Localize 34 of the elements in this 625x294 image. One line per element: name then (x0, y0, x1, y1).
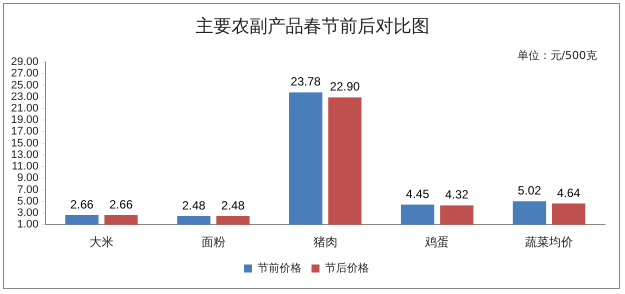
data-label: 2.66 (109, 197, 134, 212)
data-label: 2.66 (70, 197, 94, 212)
y-tick-label: 27.00 (10, 68, 39, 80)
data-label: 5.02 (518, 184, 542, 198)
y-tick-label: 9.00 (17, 172, 39, 184)
legend-label: 节后价格 (325, 262, 369, 275)
data-label: 2.48 (221, 198, 245, 212)
y-tick-label: 21.00 (10, 102, 39, 114)
y-tick-label: 7.00 (17, 184, 39, 196)
chart-title: 主要农副产品春节前后对比图 (194, 15, 430, 38)
y-tick-label: 25.00 (10, 79, 39, 92)
data-label: 22.90 (330, 80, 360, 94)
x-tick-label: 鸡蛋 (424, 235, 450, 250)
y-tick-label: 17.00 (10, 126, 39, 138)
x-tick-label: 蔬菜均价 (525, 235, 574, 250)
x-tick-label: 面粉 (201, 235, 226, 250)
y-tick-label: 3.00 (17, 207, 39, 220)
data-label: 4.45 (406, 186, 430, 201)
x-tick-label: 大米 (89, 235, 114, 250)
data-label: 23.78 (290, 74, 322, 89)
x-tick-label: 猪肉 (313, 235, 338, 250)
y-tick-label: 5.00 (17, 195, 39, 208)
y-tick-label: 15.00 (10, 137, 39, 150)
legend-label: 节前价格 (258, 262, 302, 275)
y-tick-label: 13.00 (10, 148, 39, 161)
y-tick-label: 11.00 (12, 160, 39, 173)
data-label: 2.48 (182, 198, 206, 212)
data-label: 4.64 (556, 186, 581, 200)
y-tick-label: 1.00 (17, 218, 39, 231)
y-tick-label: 23.00 (10, 90, 39, 103)
annotation: 单位：元/500克 (517, 48, 597, 63)
y-tick-label: 19.00 (10, 114, 39, 126)
data-label: 4.32 (445, 188, 469, 202)
y-tick-label: 29.00 (10, 56, 39, 68)
